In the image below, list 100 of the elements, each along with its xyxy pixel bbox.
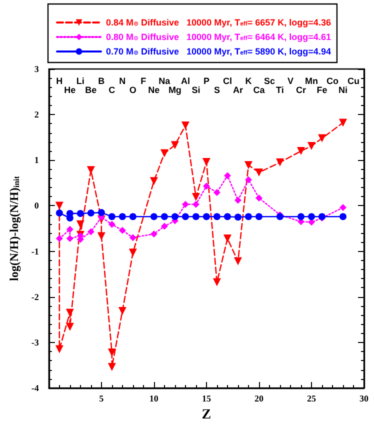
point <box>254 168 263 176</box>
point <box>86 166 95 174</box>
point <box>213 189 220 196</box>
y-tick-label: 3 <box>34 64 40 74</box>
point <box>296 147 305 156</box>
point <box>108 213 116 220</box>
point <box>97 232 106 240</box>
annotation: Ni <box>338 85 348 95</box>
point <box>171 213 178 220</box>
annotation: Cu <box>347 76 360 86</box>
point <box>255 213 262 220</box>
x-tick-label: 20 <box>254 394 264 404</box>
point <box>160 213 168 220</box>
x-tick-label: 15 <box>202 394 212 404</box>
point <box>56 235 63 242</box>
point <box>307 142 316 150</box>
point <box>129 213 136 220</box>
point <box>202 182 210 190</box>
annotation: Mg <box>168 85 182 95</box>
point <box>150 177 158 186</box>
y-tick-label: -4 <box>31 383 40 393</box>
point <box>87 228 94 236</box>
annotation: Mn <box>304 76 318 86</box>
y-tick-label: -1 <box>31 246 40 256</box>
point <box>98 209 105 216</box>
annotation: Ti <box>276 85 284 95</box>
point <box>66 322 74 331</box>
point <box>244 176 252 184</box>
annotation: P <box>203 76 210 86</box>
point <box>182 200 189 208</box>
point <box>181 122 190 130</box>
y-tick-label: 1 <box>34 155 40 166</box>
point <box>66 226 74 233</box>
point <box>340 213 346 220</box>
point <box>55 202 64 210</box>
annotation: B <box>98 76 106 86</box>
point <box>224 213 231 220</box>
point <box>118 213 126 220</box>
point <box>192 200 200 208</box>
point <box>255 194 262 202</box>
point <box>213 213 220 220</box>
annotation: Na <box>158 76 172 86</box>
annotation: He <box>64 85 76 95</box>
point <box>108 363 116 372</box>
point <box>150 230 158 238</box>
annotation: O <box>129 85 136 95</box>
y-tick-label: -3 <box>31 337 40 348</box>
point <box>160 149 168 158</box>
point <box>118 306 126 315</box>
y-tick-label: 2 <box>34 110 40 120</box>
y-axis-title: log(N/H)-log(N/H)init <box>7 176 21 281</box>
point <box>224 172 231 180</box>
point <box>234 257 242 266</box>
point <box>234 214 242 221</box>
x-tick-label: 5 <box>99 394 104 404</box>
point <box>308 218 315 226</box>
annotation: Si <box>192 85 200 95</box>
point <box>76 210 84 217</box>
annotation: Fe <box>316 85 328 95</box>
point <box>338 118 347 127</box>
point <box>234 196 242 204</box>
point <box>108 348 116 356</box>
annotation: F <box>140 76 147 86</box>
annotation: Ar <box>232 85 244 95</box>
annotation: Cr <box>296 85 306 95</box>
point <box>66 308 74 317</box>
point <box>276 158 284 166</box>
annotation: Be <box>85 85 97 95</box>
annotation: Li <box>76 76 84 86</box>
point <box>192 193 200 202</box>
annotation: Al <box>180 76 190 86</box>
point <box>297 213 304 220</box>
point <box>170 141 179 150</box>
point <box>223 234 232 243</box>
point <box>202 158 210 166</box>
annotation: Sc <box>264 76 275 86</box>
annotation: Co <box>326 76 339 86</box>
point <box>129 234 136 242</box>
point <box>128 248 137 257</box>
point <box>66 235 74 242</box>
annotation: H <box>56 76 63 86</box>
point <box>66 210 74 217</box>
x-axis-title: Z <box>202 408 212 422</box>
x-tick-label: 25 <box>306 394 316 404</box>
point <box>318 134 326 142</box>
point <box>56 210 63 217</box>
point <box>76 220 84 228</box>
y-tick-label: -2 <box>31 292 40 302</box>
point <box>244 161 252 170</box>
point <box>160 222 168 230</box>
annotation: S <box>214 85 220 95</box>
annotation: Ne <box>148 85 160 95</box>
point <box>87 210 94 217</box>
point <box>192 213 200 220</box>
annotation: Cl <box>222 76 232 86</box>
x-tick-label: 10 <box>149 394 159 404</box>
y-tick-label: 0 <box>34 200 40 211</box>
annotation: C <box>108 85 116 95</box>
annotation: V <box>287 76 294 86</box>
point <box>202 213 210 220</box>
